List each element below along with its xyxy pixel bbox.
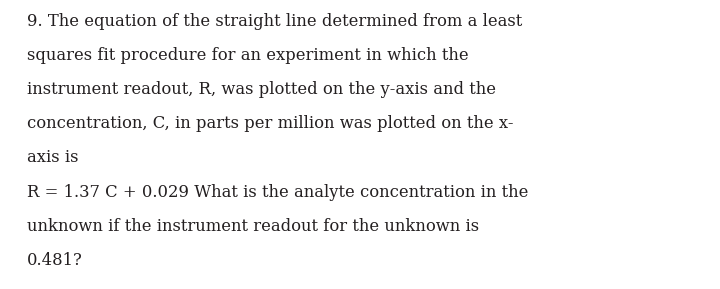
Text: concentration, C, in parts per million was plotted on the x-: concentration, C, in parts per million w… xyxy=(27,115,514,132)
Text: 9. The equation of the straight line determined from a least: 9. The equation of the straight line det… xyxy=(27,13,523,30)
Text: axis is: axis is xyxy=(27,149,79,166)
Text: R = 1.37 C + 0.029 What is the analyte concentration in the: R = 1.37 C + 0.029 What is the analyte c… xyxy=(27,184,528,201)
Text: squares fit procedure for an experiment in which the: squares fit procedure for an experiment … xyxy=(27,47,469,64)
Text: instrument readout, R, was plotted on the y-axis and the: instrument readout, R, was plotted on th… xyxy=(27,81,496,98)
Text: 0.481?: 0.481? xyxy=(27,252,83,269)
Text: unknown if the instrument readout for the unknown is: unknown if the instrument readout for th… xyxy=(27,218,480,235)
